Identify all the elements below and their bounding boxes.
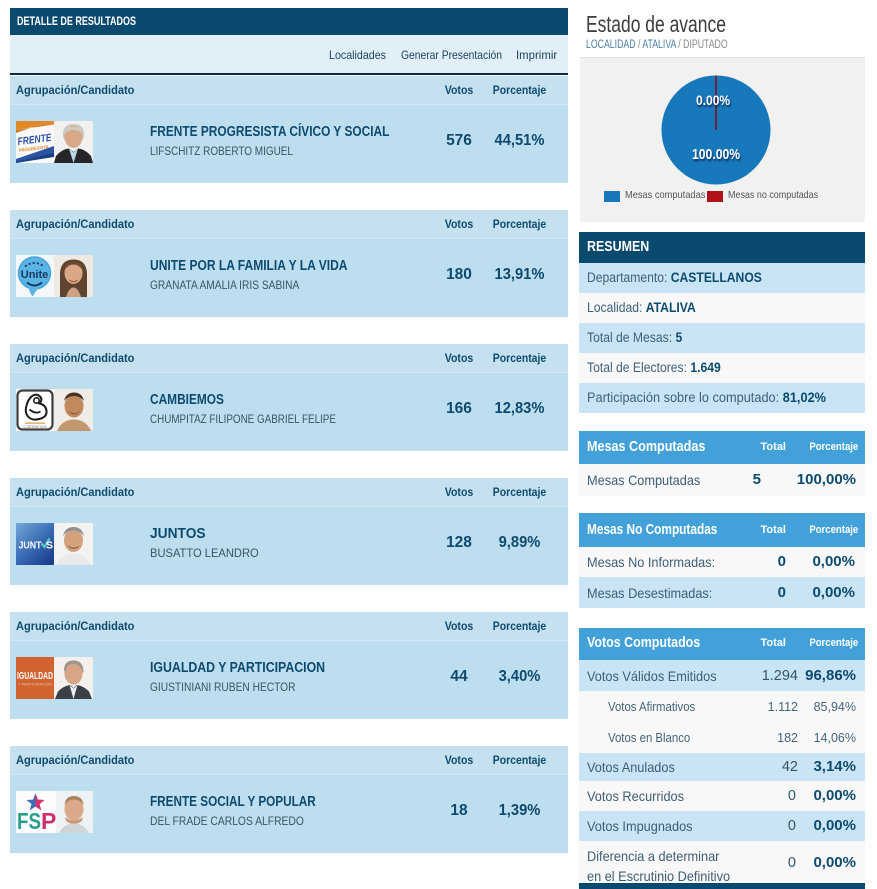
svg-text:S: S — [46, 540, 53, 552]
svg-text:FRENTE: FRENTE — [17, 132, 53, 148]
svg-text:IGUALDAD: IGUALDAD — [17, 670, 53, 682]
svg-text:Unite: Unite — [21, 269, 49, 281]
svg-text:PROGRESISTA: PROGRESISTA — [19, 144, 49, 153]
svg-text:FS: FS — [17, 808, 41, 833]
svg-text:Y PARTICIPACIÓN: Y PARTICIPACIÓN — [18, 682, 52, 687]
svg-text:Cambiemos: Cambiemos — [23, 424, 47, 429]
svg-text:JUNT: JUNT — [19, 540, 42, 552]
svg-text:P: P — [41, 808, 56, 833]
